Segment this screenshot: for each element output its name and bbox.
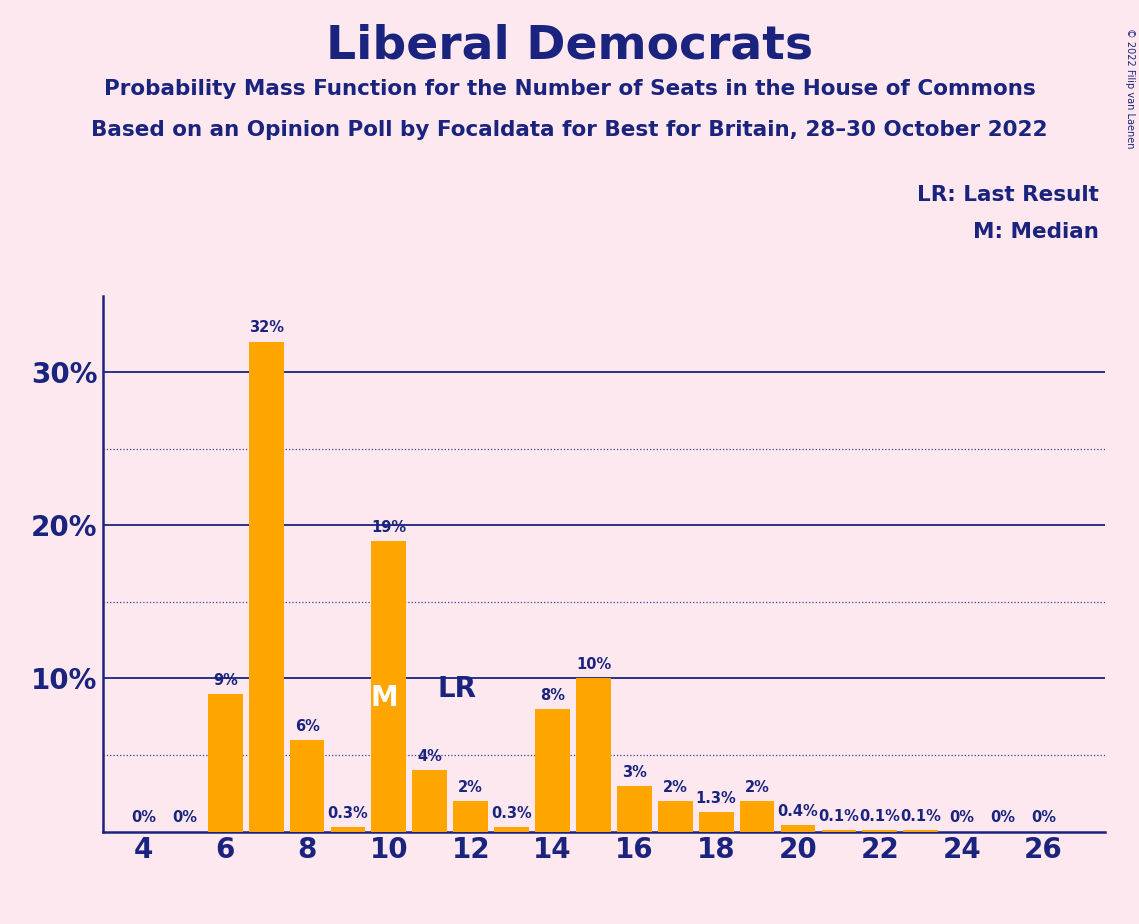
Text: 0%: 0%: [172, 810, 197, 825]
Bar: [821, 830, 857, 832]
Text: 19%: 19%: [371, 519, 407, 535]
Bar: [248, 342, 284, 832]
Text: M: M: [371, 684, 399, 711]
Bar: [739, 801, 775, 832]
Text: 2%: 2%: [745, 780, 770, 795]
Bar: [535, 709, 570, 832]
Text: Liberal Democrats: Liberal Democrats: [326, 23, 813, 68]
Text: 8%: 8%: [540, 688, 565, 703]
Bar: [289, 740, 325, 832]
Bar: [371, 541, 407, 832]
Bar: [576, 678, 611, 832]
Text: 0.1%: 0.1%: [860, 808, 900, 824]
Text: 4%: 4%: [417, 749, 442, 764]
Text: 2%: 2%: [458, 780, 483, 795]
Text: 2%: 2%: [663, 780, 688, 795]
Bar: [699, 811, 734, 832]
Bar: [658, 801, 693, 832]
Bar: [903, 830, 939, 832]
Text: Probability Mass Function for the Number of Seats in the House of Commons: Probability Mass Function for the Number…: [104, 79, 1035, 99]
Bar: [453, 801, 489, 832]
Bar: [494, 827, 528, 832]
Text: 0.3%: 0.3%: [491, 806, 532, 821]
Bar: [780, 825, 816, 832]
Bar: [617, 785, 652, 832]
Text: 1.3%: 1.3%: [696, 791, 737, 806]
Bar: [412, 771, 448, 832]
Bar: [207, 694, 243, 832]
Text: Based on an Opinion Poll by Focaldata for Best for Britain, 28–30 October 2022: Based on an Opinion Poll by Focaldata fo…: [91, 120, 1048, 140]
Bar: [330, 827, 366, 832]
Bar: [862, 830, 898, 832]
Text: 9%: 9%: [213, 673, 238, 687]
Text: 0.1%: 0.1%: [819, 808, 859, 824]
Text: 0.3%: 0.3%: [328, 806, 368, 821]
Text: 10%: 10%: [576, 657, 611, 673]
Text: 0.1%: 0.1%: [900, 808, 941, 824]
Text: LR: LR: [439, 675, 477, 703]
Text: © 2022 Filip van Laenen: © 2022 Filip van Laenen: [1125, 28, 1134, 148]
Text: M: Median: M: Median: [973, 222, 1099, 242]
Text: 6%: 6%: [295, 719, 320, 734]
Text: LR: Last Result: LR: Last Result: [917, 185, 1099, 205]
Text: 0%: 0%: [131, 810, 156, 825]
Text: 3%: 3%: [622, 764, 647, 780]
Text: 0.4%: 0.4%: [778, 805, 819, 820]
Text: 0%: 0%: [949, 810, 974, 825]
Text: 32%: 32%: [248, 321, 284, 335]
Text: 0%: 0%: [990, 810, 1015, 825]
Text: 0%: 0%: [1031, 810, 1056, 825]
